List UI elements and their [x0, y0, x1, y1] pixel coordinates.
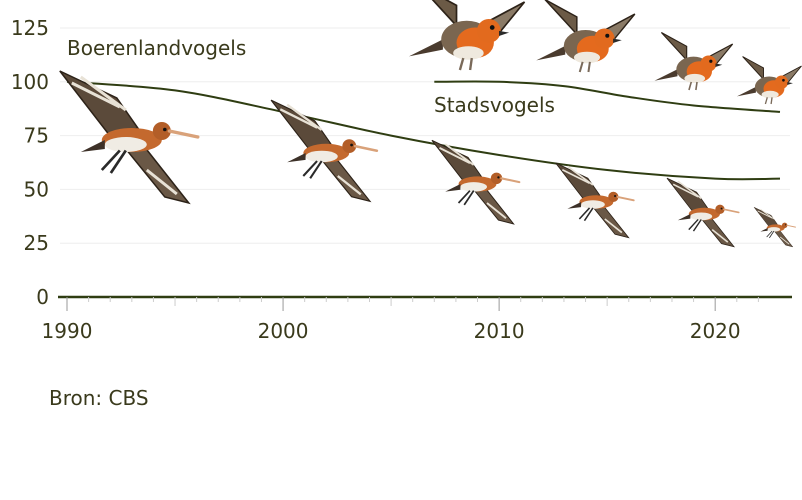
- x-tick-label: 1990: [42, 319, 93, 343]
- chart: 0 25 50 75 100 125 1990 2000 2010 2020 Boerenland…: [11, 0, 802, 343]
- y-tick-label: 75: [24, 124, 49, 148]
- x-tick-label: 2020: [690, 319, 741, 343]
- y-tick-label: 50: [24, 177, 49, 201]
- y-tick-label: 25: [24, 231, 49, 255]
- godwit-icon: [269, 98, 379, 203]
- series-line-stadsvogels: [434, 80, 781, 113]
- grid: [60, 27, 790, 244]
- axes: 0 25 50 75 100 125 1990 2000 2010 2020: [11, 16, 792, 343]
- y-tick-label: 0: [36, 285, 49, 309]
- x-tick-label: 2010: [474, 319, 525, 343]
- godwit-icon: [666, 177, 740, 248]
- source-note: Bron: CBS: [49, 386, 149, 410]
- robin-icon: [407, 0, 526, 72]
- y-tick-label: 100: [11, 70, 49, 94]
- godwit-icon: [554, 161, 635, 239]
- godwit-icon: [430, 139, 521, 225]
- robin-icon: [535, 0, 636, 74]
- godwit-icon: [753, 206, 796, 248]
- series-label-stadsvogels: Stadsvogels: [434, 93, 555, 117]
- y-tick-label: 125: [11, 16, 49, 40]
- series-label-boerenlandvogels: Boerenlandvogels: [67, 36, 246, 60]
- x-tick-label: 2000: [258, 319, 309, 343]
- robin-icon: [736, 55, 802, 105]
